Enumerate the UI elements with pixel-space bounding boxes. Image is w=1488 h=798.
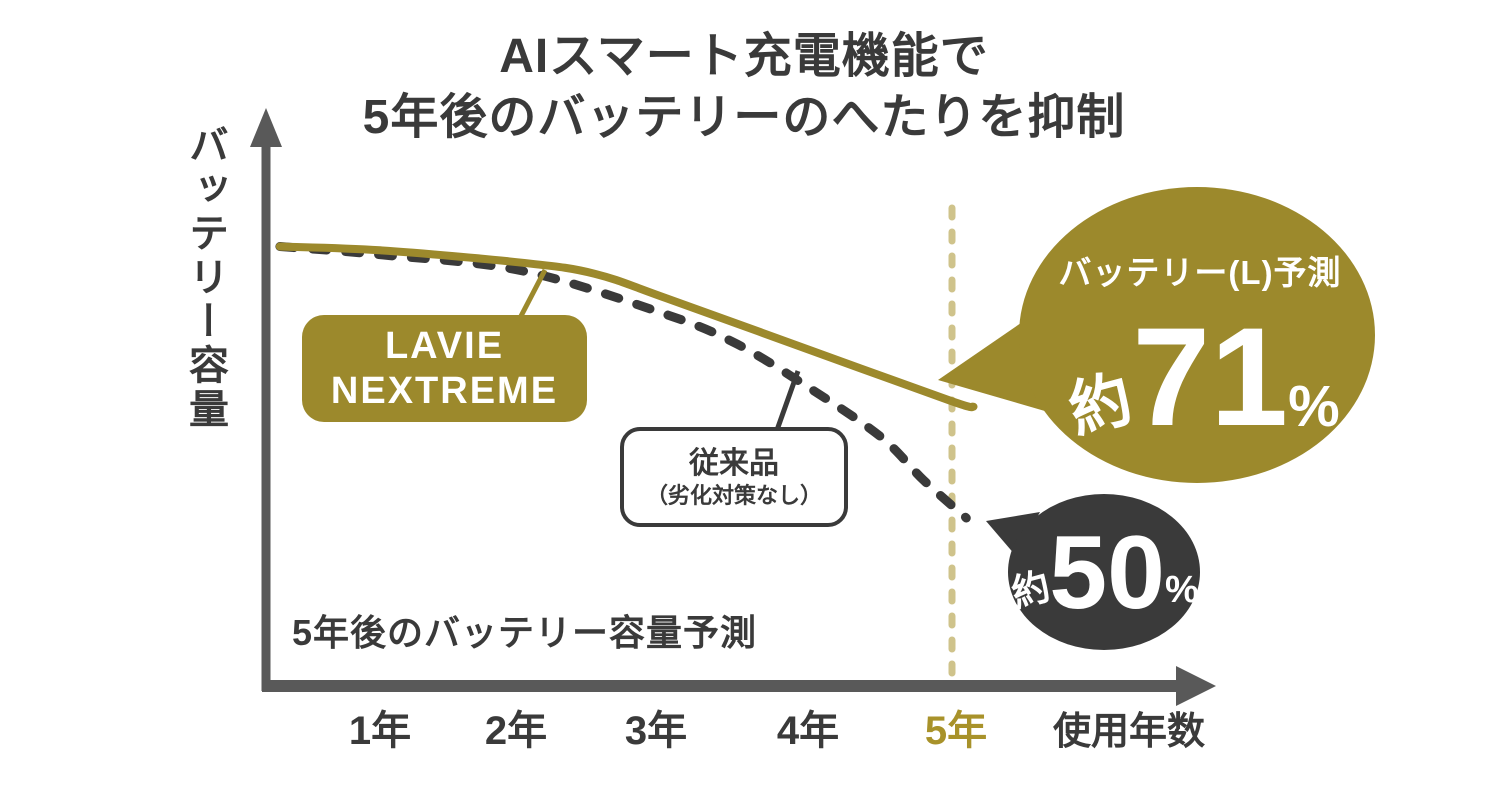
title-line-1: AIスマート充電機能で (499, 30, 989, 83)
conventional-bubble-value: 約 50 % (1008, 498, 1200, 648)
chart-footnote: 5年後のバッテリー容量予測 (292, 612, 758, 653)
conventional-percent-number: 50 (1049, 515, 1165, 631)
conventional-percent-unit: % (1164, 568, 1199, 611)
conventional-dashed-curve (275, 242, 971, 523)
lavie-series-label-box: LAVIE NEXTREME (302, 315, 587, 422)
conventional-bubble-tail (986, 512, 1040, 556)
conventional-box-connector-line (774, 370, 801, 431)
title-line-2: 5年後のバッテリーのへたりを抑制 (362, 91, 1126, 145)
lavie-bubble-value: 約 71 % (1020, 288, 1388, 466)
x-tick-year5: 5年 (924, 709, 988, 753)
x-axis-label: 使用年数 (1053, 711, 1206, 753)
conventional-series-label-box: 従来品 （劣化対策なし） (620, 427, 848, 527)
conventional-approx-prefix: 約 (1007, 565, 1056, 616)
x-tick-year2: 2年 (484, 709, 548, 753)
conventional-result-bubble (1008, 494, 1200, 650)
y-axis-label: バッテリー容量 (183, 124, 227, 432)
lavie-label-line-1: LAVIE (384, 324, 505, 367)
conventional-label-line-2: （劣化対策なし） (645, 483, 822, 508)
lavie-box-connector-line (517, 268, 548, 320)
lavie-solid-curve (275, 242, 978, 412)
x-tick-year4: 4年 (776, 709, 840, 753)
lavie-result-bubble (1019, 187, 1375, 483)
x-tick-year3: 3年 (624, 709, 688, 753)
conventional-label-line-1: 従来品 (689, 446, 779, 480)
lavie-label-line-2: NEXTREME (330, 369, 559, 412)
x-tick-year1: 1年 (348, 709, 412, 753)
lavie-percent-number: 71 (1132, 298, 1289, 455)
x-axis-arrowhead-icon (1176, 666, 1216, 706)
page-title: AIスマート充電機能で 5年後のバッテリーのへたりを抑制 (0, 26, 1488, 149)
lavie-percent-unit: % (1288, 373, 1340, 439)
lavie-approx-prefix: 約 (1062, 363, 1140, 447)
y-axis-arrowhead-icon (250, 108, 282, 147)
lavie-bubble-caption: バッテリー(L)予測 (1058, 254, 1342, 291)
